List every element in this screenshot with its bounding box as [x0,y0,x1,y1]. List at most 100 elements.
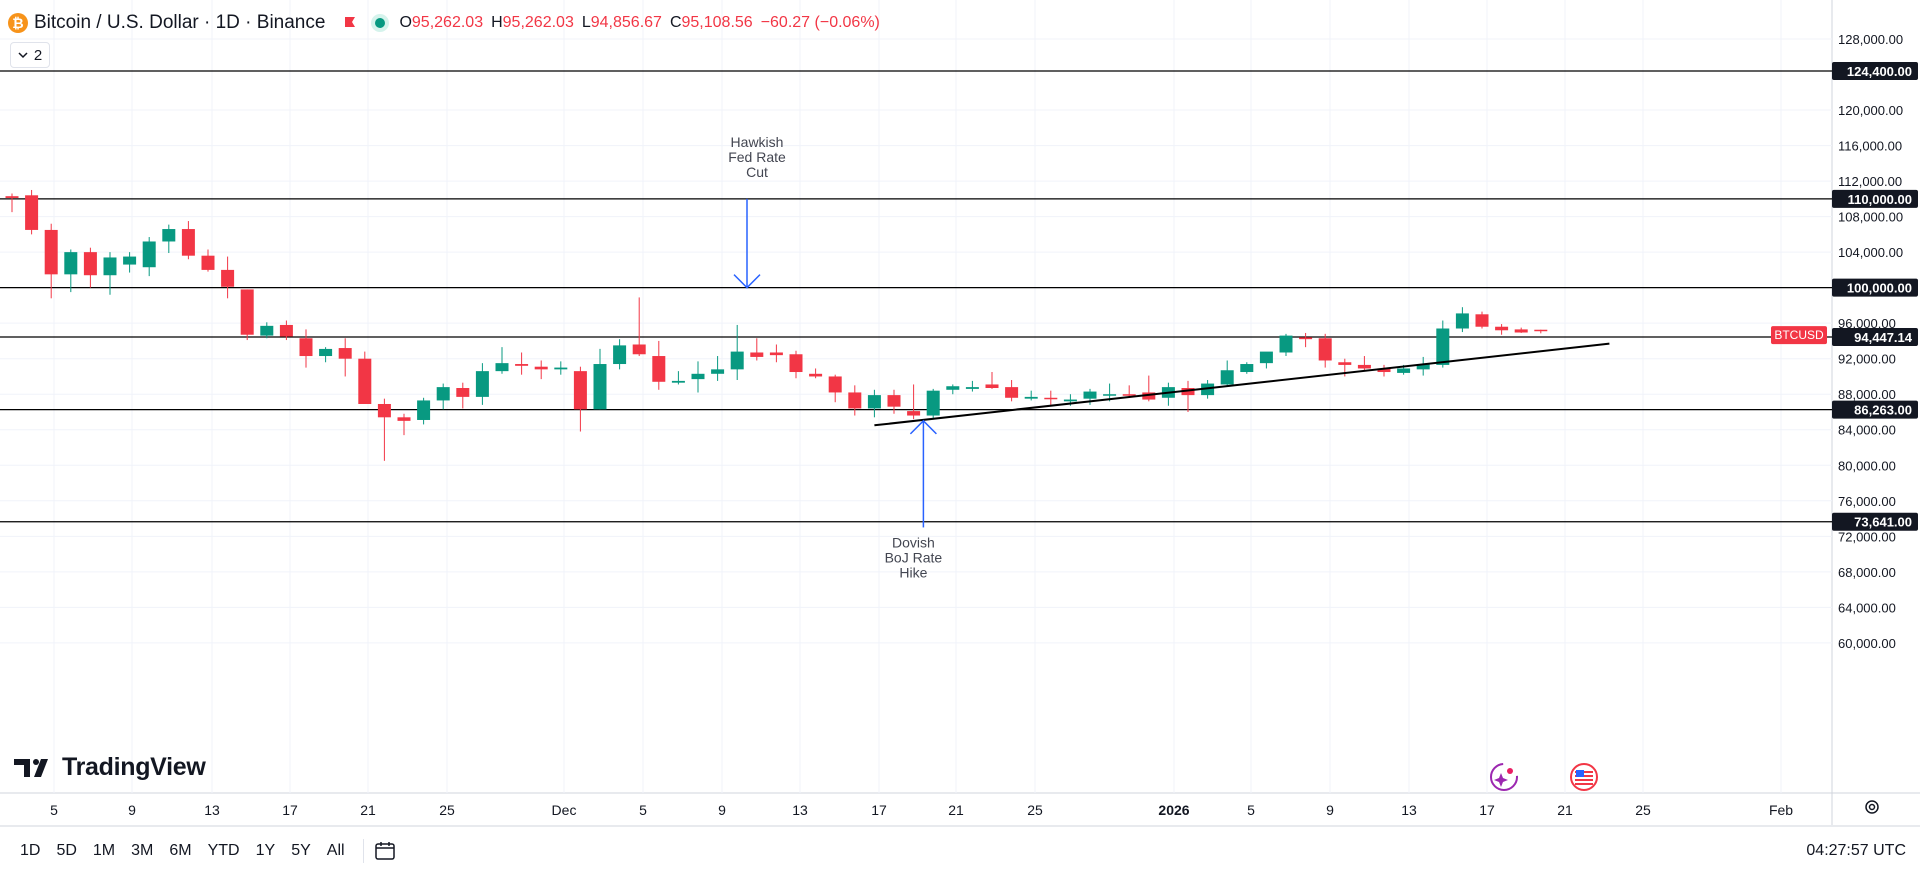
candle-body [1181,388,1195,396]
us-flag-icon[interactable] [1569,762,1599,792]
market-status-icon[interactable] [371,14,390,32]
range-all[interactable]: All [326,841,345,859]
price-level-label: 100,000.00 [1847,281,1912,296]
bitcoin-icon: ₿ [8,13,28,33]
x-tick-label: 21 [948,802,964,818]
candle-body [1044,397,1058,400]
candle-body [1240,364,1254,373]
ohlc-values: O95,262.03 H95,262.03 L94,856.67 C95,108… [399,14,880,31]
price-level-label-bg [1832,278,1918,297]
candle-body [1416,364,1430,370]
x-tick-label: 21 [1557,802,1573,818]
indicators-collapse-button[interactable]: 2 [10,42,50,68]
symbol-price-tag: BTCUSD [1774,328,1824,342]
bottom-toolbar: 1D 5D 1M 3M 6M YTD 1Y 5Y All 04:27:57 UT… [0,831,1920,870]
price-level-label-bg [1832,400,1918,419]
x-tick-label: 13 [204,802,220,818]
range-3m[interactable]: 3M [131,841,154,859]
calendar-go-to-date-icon[interactable] [374,841,398,861]
annotation-text: Hawkish [731,134,784,150]
candle-body [711,369,725,374]
candle-body [848,392,862,409]
annotation-text: Fed Rate [728,149,786,165]
x-tick-label: 13 [792,802,808,818]
y-tick-label: 72,000.00 [1838,529,1896,544]
x-tick-label: 2026 [1158,802,1189,818]
utc-clock[interactable]: 04:27:57 UTC [1806,841,1906,859]
price-level-label-bg [1832,327,1918,346]
candle-body [319,348,333,357]
range-5d[interactable]: 5D [56,841,77,859]
candle-body [201,255,215,270]
candle-body [1220,370,1234,385]
candle-body [260,325,274,336]
y-tick-label: 92,000.00 [1838,352,1896,367]
y-tick-label: 64,000.00 [1838,600,1896,615]
y-tick-label: 80,000.00 [1838,458,1896,473]
range-1d[interactable]: 1D [20,841,41,859]
range-5y[interactable]: 5Y [291,841,311,859]
candle-body [1436,328,1450,365]
candle-body [593,364,607,410]
candle-body [83,252,97,276]
flag-icon[interactable] [343,16,357,30]
x-tick-label: Dec [552,802,577,818]
x-tick-label: 25 [1027,802,1043,818]
candle-body [1063,399,1077,402]
candle-body [338,348,352,359]
candle-body [1514,329,1528,333]
candle-body [5,196,19,198]
candle-body [946,386,960,390]
candle-body [1299,337,1313,340]
annotation-text: Dovish [892,534,935,550]
y-tick-label: 104,000.00 [1838,245,1903,260]
y-tick-label: 112,000.00 [1838,174,1902,189]
y-tick-label: 60,000.00 [1838,636,1896,651]
candle-body [240,289,254,335]
settings-gear-icon[interactable] [1863,798,1881,816]
candle-body [1357,364,1371,369]
x-tick-label: 9 [128,802,136,818]
toolbar-divider [362,838,364,863]
candle-body [1318,338,1332,361]
candle-body [495,363,509,372]
chevron-down-icon [18,52,28,59]
candle-body [1279,335,1293,353]
y-tick-label: 76,000.00 [1838,494,1896,509]
x-tick-label: 25 [439,802,455,818]
candle-body [554,367,568,370]
candle-body [828,376,842,393]
x-tick-label: 13 [1401,802,1417,818]
tradingview-logo[interactable]: TradingView [14,753,206,782]
price-level-label: 124,400.00 [1847,64,1912,79]
candle-body [1455,313,1469,329]
range-1m[interactable]: 1M [92,841,116,859]
range-1y[interactable]: 1Y [255,841,276,859]
candle-body [25,195,39,230]
candle-body [965,387,979,389]
y-tick-label: 116,000.00 [1838,139,1902,154]
symbol-title[interactable]: Bitcoin / U.S. Dollar · 1D · Binance [34,12,326,33]
sparkle-icon[interactable] [1488,762,1520,792]
range-6m[interactable]: 6M [169,841,192,859]
candle-body [907,411,921,416]
candle-body [750,352,764,357]
candle-body [1024,396,1038,399]
candle-body [1142,392,1156,400]
x-tick-label: 5 [1247,802,1255,818]
candle-body [613,345,627,365]
y-tick-label: 68,000.00 [1838,565,1896,580]
range-ytd[interactable]: YTD [207,841,240,859]
tradingview-logo-icon [14,758,48,777]
candle-body [1495,326,1509,331]
time-range-selector: 1D 5D 1M 3M 6M YTD 1Y 5Y All [12,842,353,860]
annotation-text: Cut [746,164,768,180]
candle-body [456,388,470,397]
candle-body [573,371,587,410]
candle-body [1103,394,1117,396]
candle-body [1397,368,1411,373]
candle-body [1122,394,1136,396]
x-tick-label: 17 [871,802,887,818]
candle-body [44,229,58,275]
